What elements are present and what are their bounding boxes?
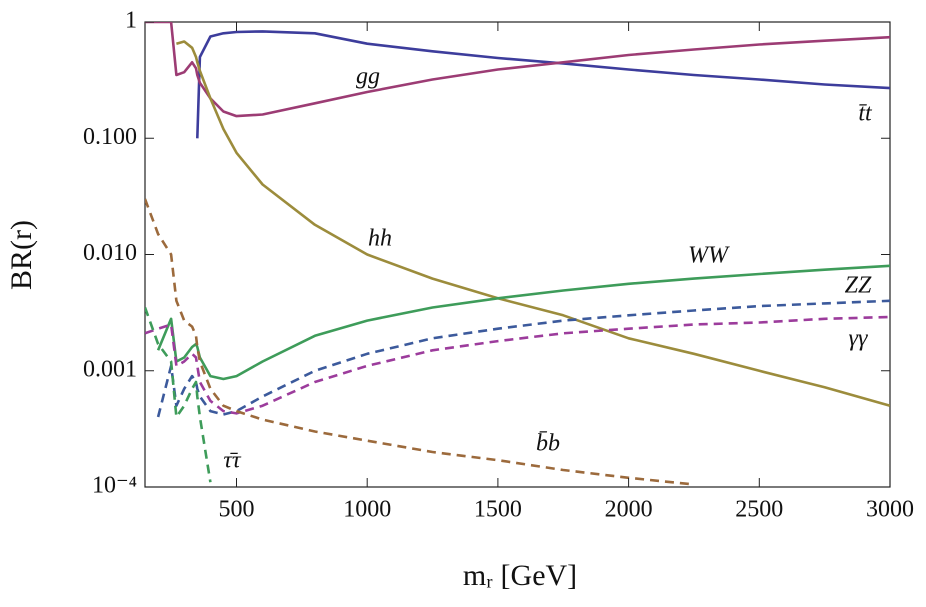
plot-lines bbox=[145, 22, 890, 486]
x-tick-label: 3000 bbox=[866, 497, 914, 523]
series-label: ZZ bbox=[845, 273, 872, 299]
series-label: t̄t bbox=[858, 101, 873, 127]
y-tick-label: 10⁻⁴ bbox=[92, 473, 137, 499]
x-tick-label: 1000 bbox=[343, 497, 391, 523]
x-tick-label: 2500 bbox=[735, 497, 783, 523]
series-label: τ̄τ bbox=[223, 448, 242, 474]
series-line bbox=[156, 299, 890, 418]
series-line bbox=[145, 198, 695, 486]
y-tick-label: 0.001 bbox=[83, 356, 137, 382]
series-label: WW bbox=[688, 243, 730, 269]
y-tick-label: 0.100 bbox=[83, 124, 137, 150]
y-tick-label: 0.010 bbox=[83, 240, 137, 266]
series-label: gg bbox=[356, 64, 380, 90]
series-line bbox=[145, 22, 890, 118]
series-line bbox=[156, 264, 890, 381]
y-tick-label: 1 bbox=[125, 8, 137, 34]
x-axis-title: mᵣ [GeV] bbox=[463, 559, 577, 592]
series-line bbox=[145, 307, 212, 483]
y-axis-title: BR(r) bbox=[5, 220, 38, 290]
x-tick-label: 500 bbox=[218, 497, 254, 523]
x-tick-label: 2000 bbox=[605, 497, 653, 523]
series-label: γγ bbox=[849, 326, 868, 352]
series-label: hh bbox=[368, 226, 392, 252]
series-line bbox=[145, 315, 890, 415]
x-tick-label: 1500 bbox=[474, 497, 522, 523]
series-label: b̄b bbox=[536, 431, 560, 457]
series-line bbox=[176, 40, 890, 407]
series-line bbox=[196, 30, 890, 139]
